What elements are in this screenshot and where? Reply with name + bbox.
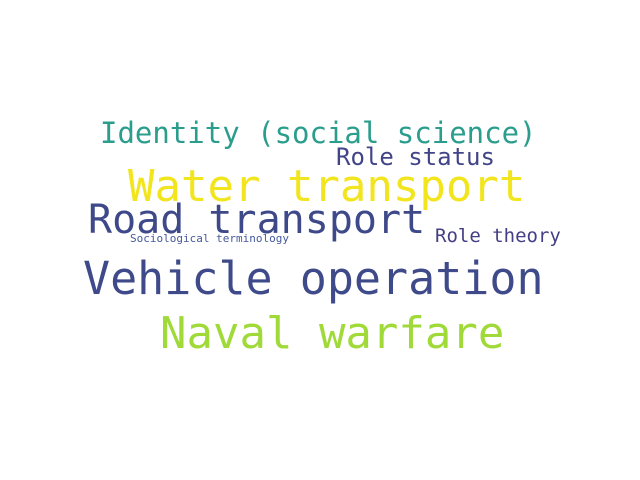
word-water-transport: Water transport bbox=[128, 161, 526, 212]
word-identity-social-science: Identity (social science) bbox=[100, 116, 537, 150]
word-vehicle-operation: Vehicle operation bbox=[83, 252, 544, 305]
word-road-transport: Road transport bbox=[88, 197, 426, 243]
word-role-status: Role status bbox=[336, 143, 495, 171]
word-role-theory: Role theory bbox=[435, 225, 561, 247]
word-naval-warfare: Naval warfare bbox=[160, 308, 505, 359]
word-sociological-terminology: Sociological terminology bbox=[130, 232, 289, 245]
